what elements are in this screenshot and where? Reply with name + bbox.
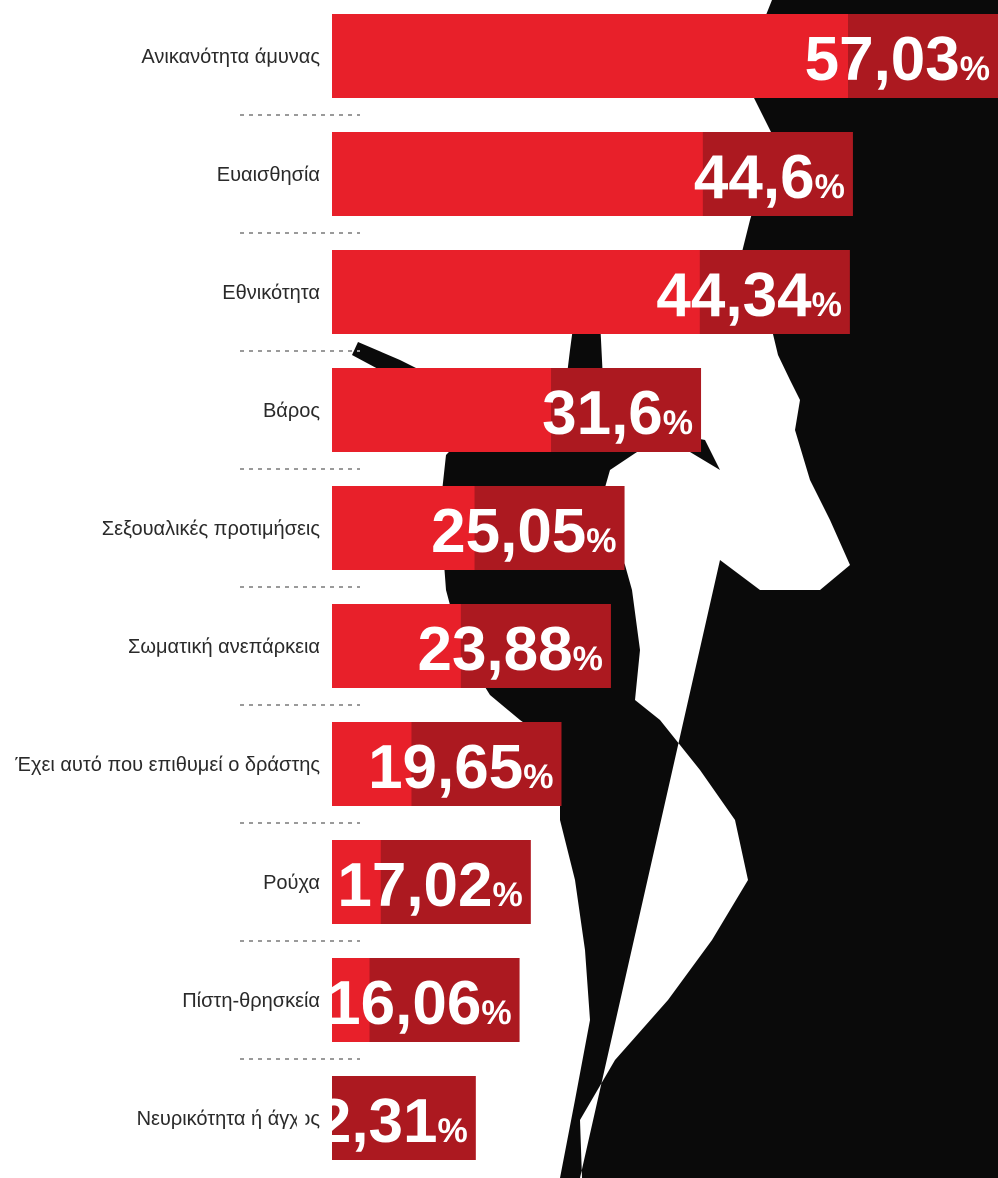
value-label: 44,6% [694,143,845,212]
category-label: Νευρικότητα ή άγχος [137,1108,321,1130]
bar-end-2 [699,250,850,334]
bar-end-7 [380,840,531,924]
bar-end-0 [848,14,998,98]
bar-end-3 [551,368,702,452]
value-label: 17,02% [337,851,522,920]
value-label: 44,34% [656,261,841,330]
labels-layer: Ανικανότητα άμυνας 57,03% Ευαισθησία 44,6% Ε… [14,25,990,1156]
value-label: 16,06% [326,969,511,1038]
category-label: Ανικανότητα άμυνας [141,46,320,68]
category-label: Ευαισθησία [217,164,320,186]
bar-end-9 [332,1076,476,1160]
category-label: Ρούχα [263,872,320,894]
category-label: Έχει αυτό που επιθυμεί ο δράστης [14,754,320,776]
bar-end-1 [702,132,853,216]
bar-end-5 [460,604,611,688]
bar-end-6 [411,722,562,806]
value-label: 57,03% [805,25,990,94]
bar-end-4 [474,486,625,570]
bars-layer [332,14,998,1160]
category-label: Βάρος [263,400,320,422]
value-label: 25,05% [431,497,616,566]
value-label: 23,88% [417,615,602,684]
category-label: Σωματική ανεπάρκεια [128,636,320,658]
value-label: 19,65% [368,733,553,802]
bar-end-8 [369,958,520,1042]
category-label: Σεξουαλικές προτιμήσεις [102,518,321,540]
value-label: 31,6% [542,379,693,448]
value-label: 12,31% [282,1087,467,1156]
category-label: Πίστη-θρησκεία [182,990,320,1012]
category-label: Εθνικότητα [222,282,320,304]
